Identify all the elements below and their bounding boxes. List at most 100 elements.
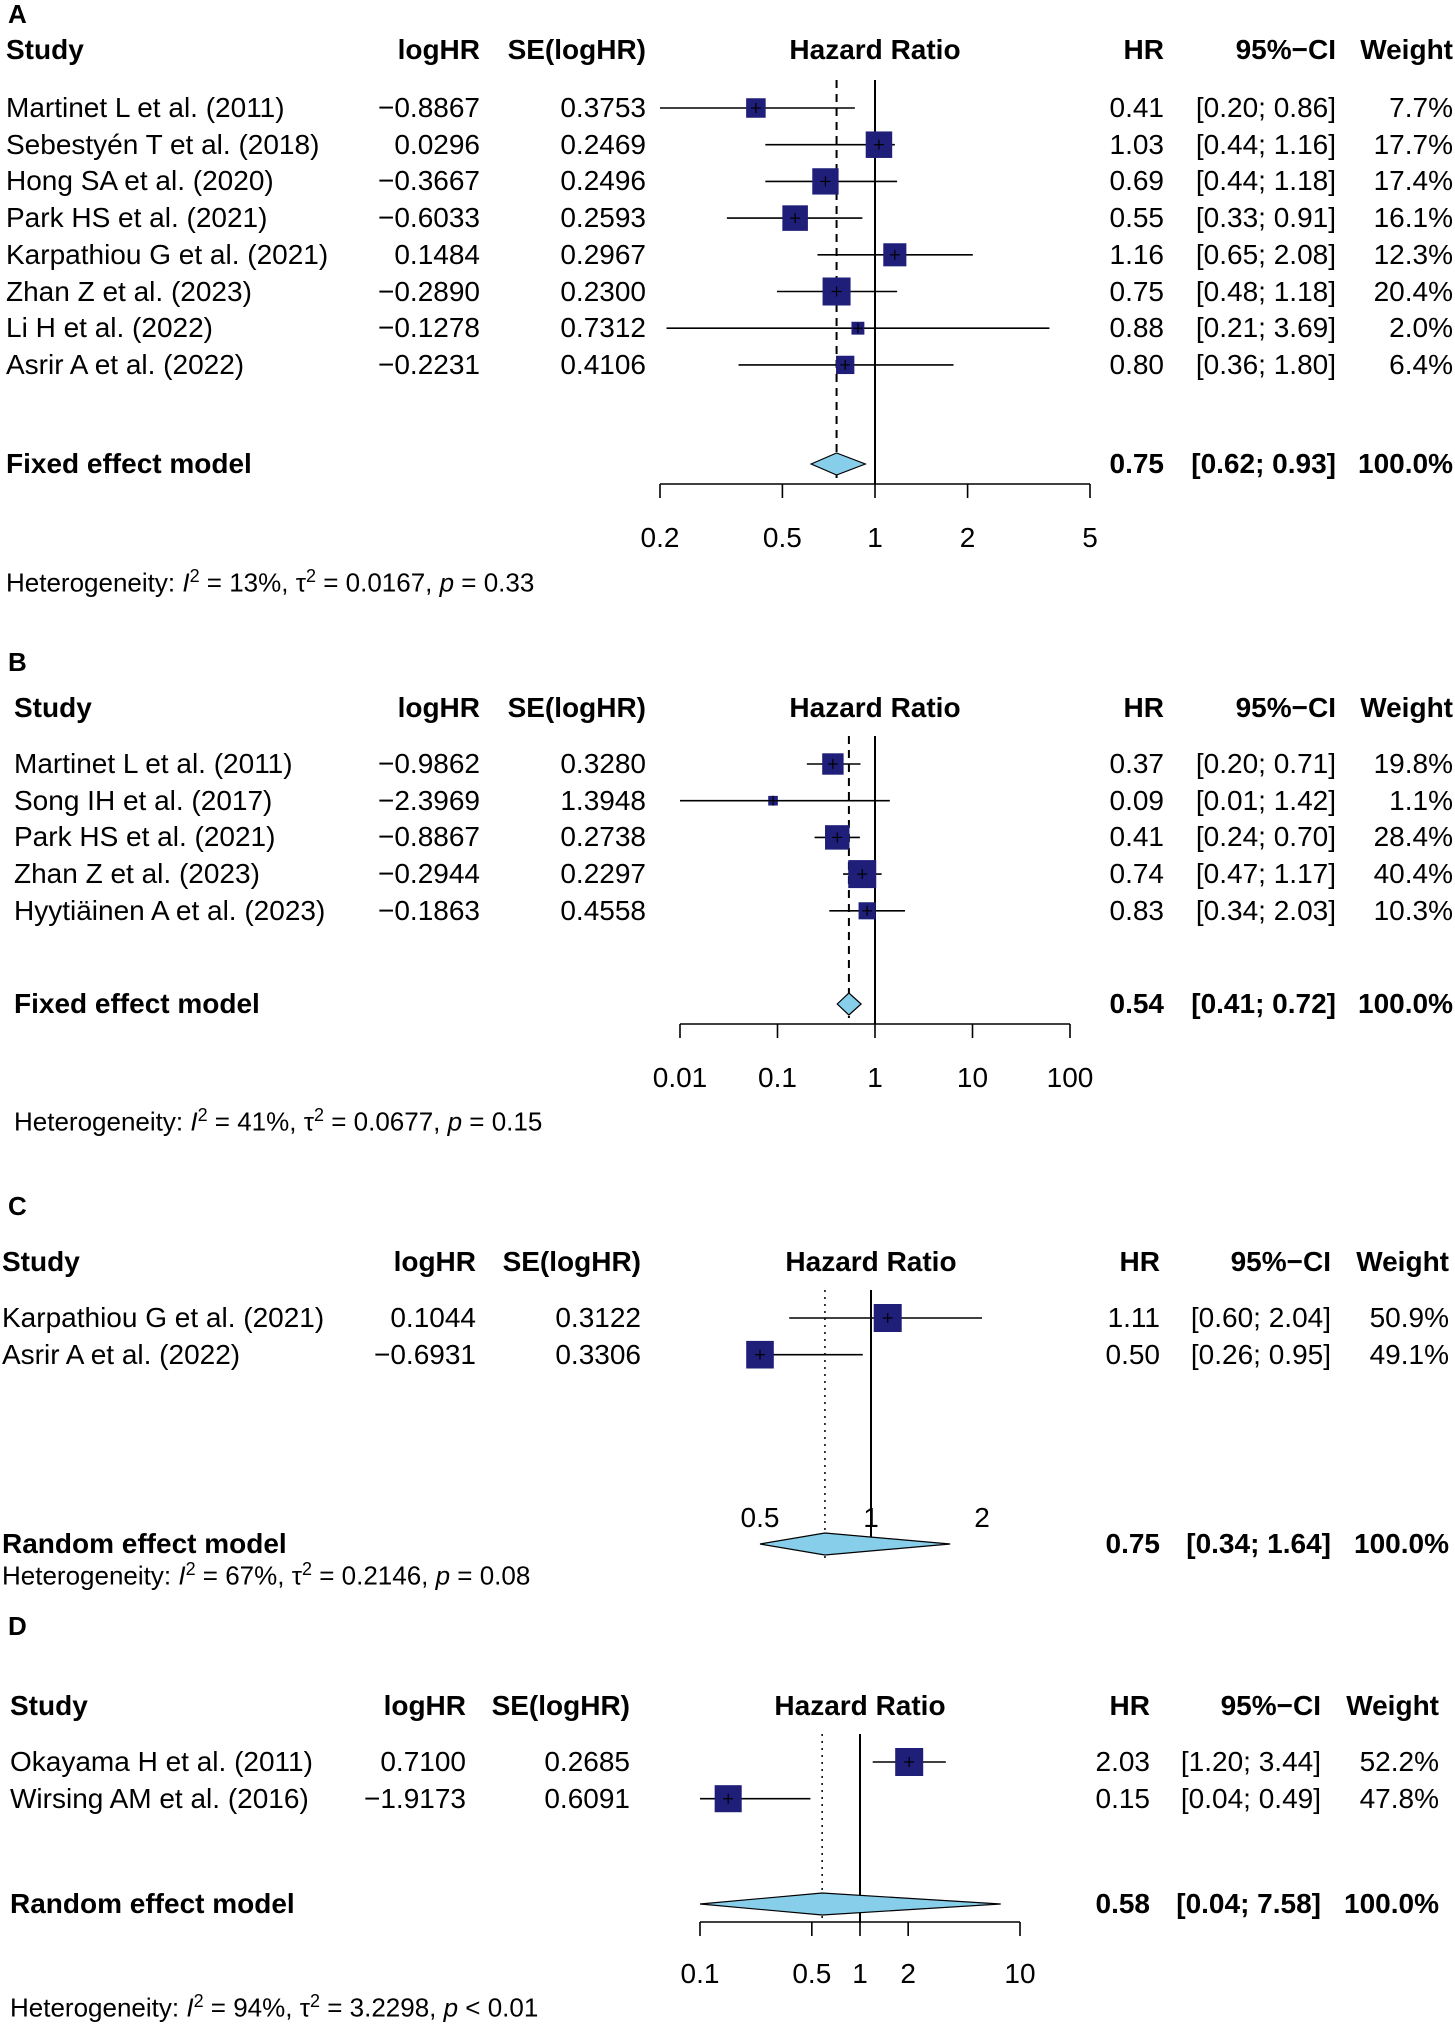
- het-tau-value: = 0.0167,: [316, 567, 440, 598]
- study-hr: 2.03: [1095, 1746, 1151, 1777]
- model-name: Random effect model: [2, 1528, 287, 1559]
- x-tick-label: 10: [956, 1062, 989, 1093]
- forest-panel-c: C Study logHR SE(logHR) Hazard Ratio HR 95%−CI…: [0, 1191, 1455, 1594]
- summary-diamond: [836, 992, 862, 1016]
- study-hr: 1.03: [1109, 128, 1165, 160]
- study-se: 0.3122: [555, 1302, 641, 1333]
- study-ci: [0.34; 2.03]: [1195, 894, 1336, 926]
- study-weight: 2.0%: [1389, 312, 1453, 344]
- study-ci: [0.44; 1.16]: [1195, 128, 1336, 160]
- study-se: 0.2469: [560, 128, 646, 160]
- header-weight: Weight: [1346, 1690, 1439, 1721]
- x-tick-label: 0.1: [758, 1062, 797, 1093]
- study-hr: 0.50: [1105, 1338, 1161, 1370]
- study-ci: [1.20; 3.44]: [1180, 1746, 1321, 1777]
- model-hr: 0.75: [1109, 448, 1165, 479]
- study-name: Hong SA et al. (2020): [6, 165, 274, 197]
- study-weight: 20.4%: [1373, 275, 1453, 307]
- study-loghr: −0.2890: [378, 275, 480, 307]
- het-p-symbol: p: [439, 567, 455, 598]
- study-name: Zhan Z et al. (2023): [6, 275, 252, 307]
- header-weight: Weight: [1356, 1246, 1449, 1277]
- study-loghr: −1.9173: [364, 1782, 466, 1814]
- heterogeneity-text: Heterogeneity: I2 = 13%, τ2 = 0.0167, p …: [6, 566, 535, 598]
- header-study: Study: [10, 1690, 88, 1721]
- model-ci: [0.34; 1.64]: [1186, 1528, 1331, 1559]
- study-name: Park HS et al. (2021): [14, 821, 276, 853]
- het-i2-value: = 67%,: [195, 1560, 292, 1591]
- study-hr: 0.69: [1109, 165, 1165, 197]
- study-name: Karpathiou G et al. (2021): [6, 238, 329, 270]
- study-ci: [0.04; 0.49]: [1180, 1782, 1321, 1814]
- panel-label: C: [8, 1191, 27, 1221]
- study-weight: 1.1%: [1389, 784, 1453, 816]
- x-tick-label: 0.5: [740, 1502, 780, 1533]
- forest-panel-d: D Study logHR SE(logHR) Hazard Ratio HR 95%−CI…: [0, 1611, 1455, 2026]
- model-weight: 100.0%: [1354, 1528, 1449, 1559]
- summary-diamond: [699, 1892, 1001, 1916]
- header-se: SE(logHR): [502, 1246, 641, 1277]
- study-se: 0.7312: [560, 312, 646, 344]
- x-tick-label: 5: [1082, 522, 1098, 553]
- study-ci: [0.65; 2.08]: [1195, 238, 1336, 270]
- header-loghr: logHR: [393, 1246, 476, 1277]
- study-name: Okayama H et al. (2011): [10, 1746, 313, 1777]
- study-name: Wirsing AM et al. (2016): [10, 1782, 309, 1814]
- heterogeneity-text: Heterogeneity: I2 = 94%, τ2 = 3.2298, p …: [10, 1991, 539, 2023]
- header-weight: Weight: [1360, 692, 1453, 723]
- header-se: SE(logHR): [507, 34, 646, 65]
- study-se: 0.3280: [560, 748, 646, 779]
- study-name: Sebestyén T et al. (2018): [6, 128, 320, 160]
- het-tau-symbol: τ: [303, 1106, 314, 1137]
- het-tau-value: = 0.2146,: [312, 1560, 436, 1591]
- study-hr: 0.88: [1109, 312, 1165, 344]
- het-tau-value: = 0.0677,: [324, 1106, 448, 1137]
- x-tick-label: 0.5: [792, 1958, 832, 1989]
- study-se: 0.2300: [560, 275, 646, 307]
- study-weight: 16.1%: [1373, 202, 1453, 234]
- study-name: Song IH et al. (2017): [14, 784, 273, 816]
- study-weight: 19.8%: [1373, 748, 1453, 779]
- het-p-symbol: p: [435, 1560, 451, 1591]
- header-study: Study: [14, 692, 92, 723]
- study-hr: 0.80: [1109, 348, 1165, 380]
- study-weight: 6.4%: [1389, 348, 1453, 380]
- study-weight: 40.4%: [1373, 858, 1453, 890]
- x-tick-label: 100: [1046, 1062, 1094, 1093]
- x-tick-label: 0.01: [652, 1062, 708, 1093]
- study-weight: 28.4%: [1373, 821, 1453, 853]
- header-hazard-ratio: Hazard Ratio: [789, 34, 961, 65]
- header-study: Study: [2, 1246, 80, 1277]
- study-ci: [0.01; 1.42]: [1195, 784, 1336, 816]
- het-tau-value: = 3.2298,: [320, 1992, 444, 2023]
- header-hazard-ratio: Hazard Ratio: [785, 1246, 957, 1277]
- model-ci: [0.62; 0.93]: [1191, 448, 1336, 479]
- study-ci: [0.48; 1.18]: [1195, 275, 1336, 307]
- study-loghr: −0.9862: [378, 748, 480, 779]
- x-tick-label: 1: [852, 1958, 868, 1989]
- forest-panel-b: B Study logHR SE(logHR) Hazard Ratio HR 95%−CI…: [0, 647, 1455, 1140]
- model-hr: 0.54: [1109, 988, 1165, 1019]
- model-name: Fixed effect model: [14, 988, 260, 1019]
- study-name: Martinet L et al. (2011): [6, 92, 285, 123]
- study-loghr: −0.6033: [378, 202, 480, 234]
- header-se: SE(logHR): [491, 1690, 630, 1721]
- study-ci: [0.36; 1.80]: [1195, 348, 1336, 380]
- study-weight: 7.7%: [1389, 92, 1453, 123]
- study-loghr: −0.6931: [374, 1338, 476, 1370]
- study-weight: 47.8%: [1359, 1782, 1439, 1814]
- header-hr: HR: [1109, 1690, 1150, 1721]
- study-name: Zhan Z et al. (2023): [14, 858, 260, 890]
- study-hr: 0.74: [1109, 858, 1165, 890]
- header-hazard-ratio: Hazard Ratio: [774, 1690, 946, 1721]
- model-ci: [0.04; 7.58]: [1176, 1888, 1321, 1919]
- het-prefix: Heterogeneity:: [2, 1560, 179, 1591]
- heterogeneity-text: Heterogeneity: I2 = 41%, τ2 = 0.0677, p …: [14, 1105, 543, 1137]
- model-hr: 0.58: [1095, 1888, 1151, 1919]
- study-hr: 1.16: [1109, 238, 1165, 270]
- study-hr: 0.55: [1109, 202, 1165, 234]
- study-loghr: −0.2231: [378, 348, 480, 380]
- study-weight: 10.3%: [1373, 894, 1453, 926]
- study-se: 1.3948: [560, 784, 646, 816]
- study-ci: [0.60; 2.04]: [1190, 1302, 1331, 1333]
